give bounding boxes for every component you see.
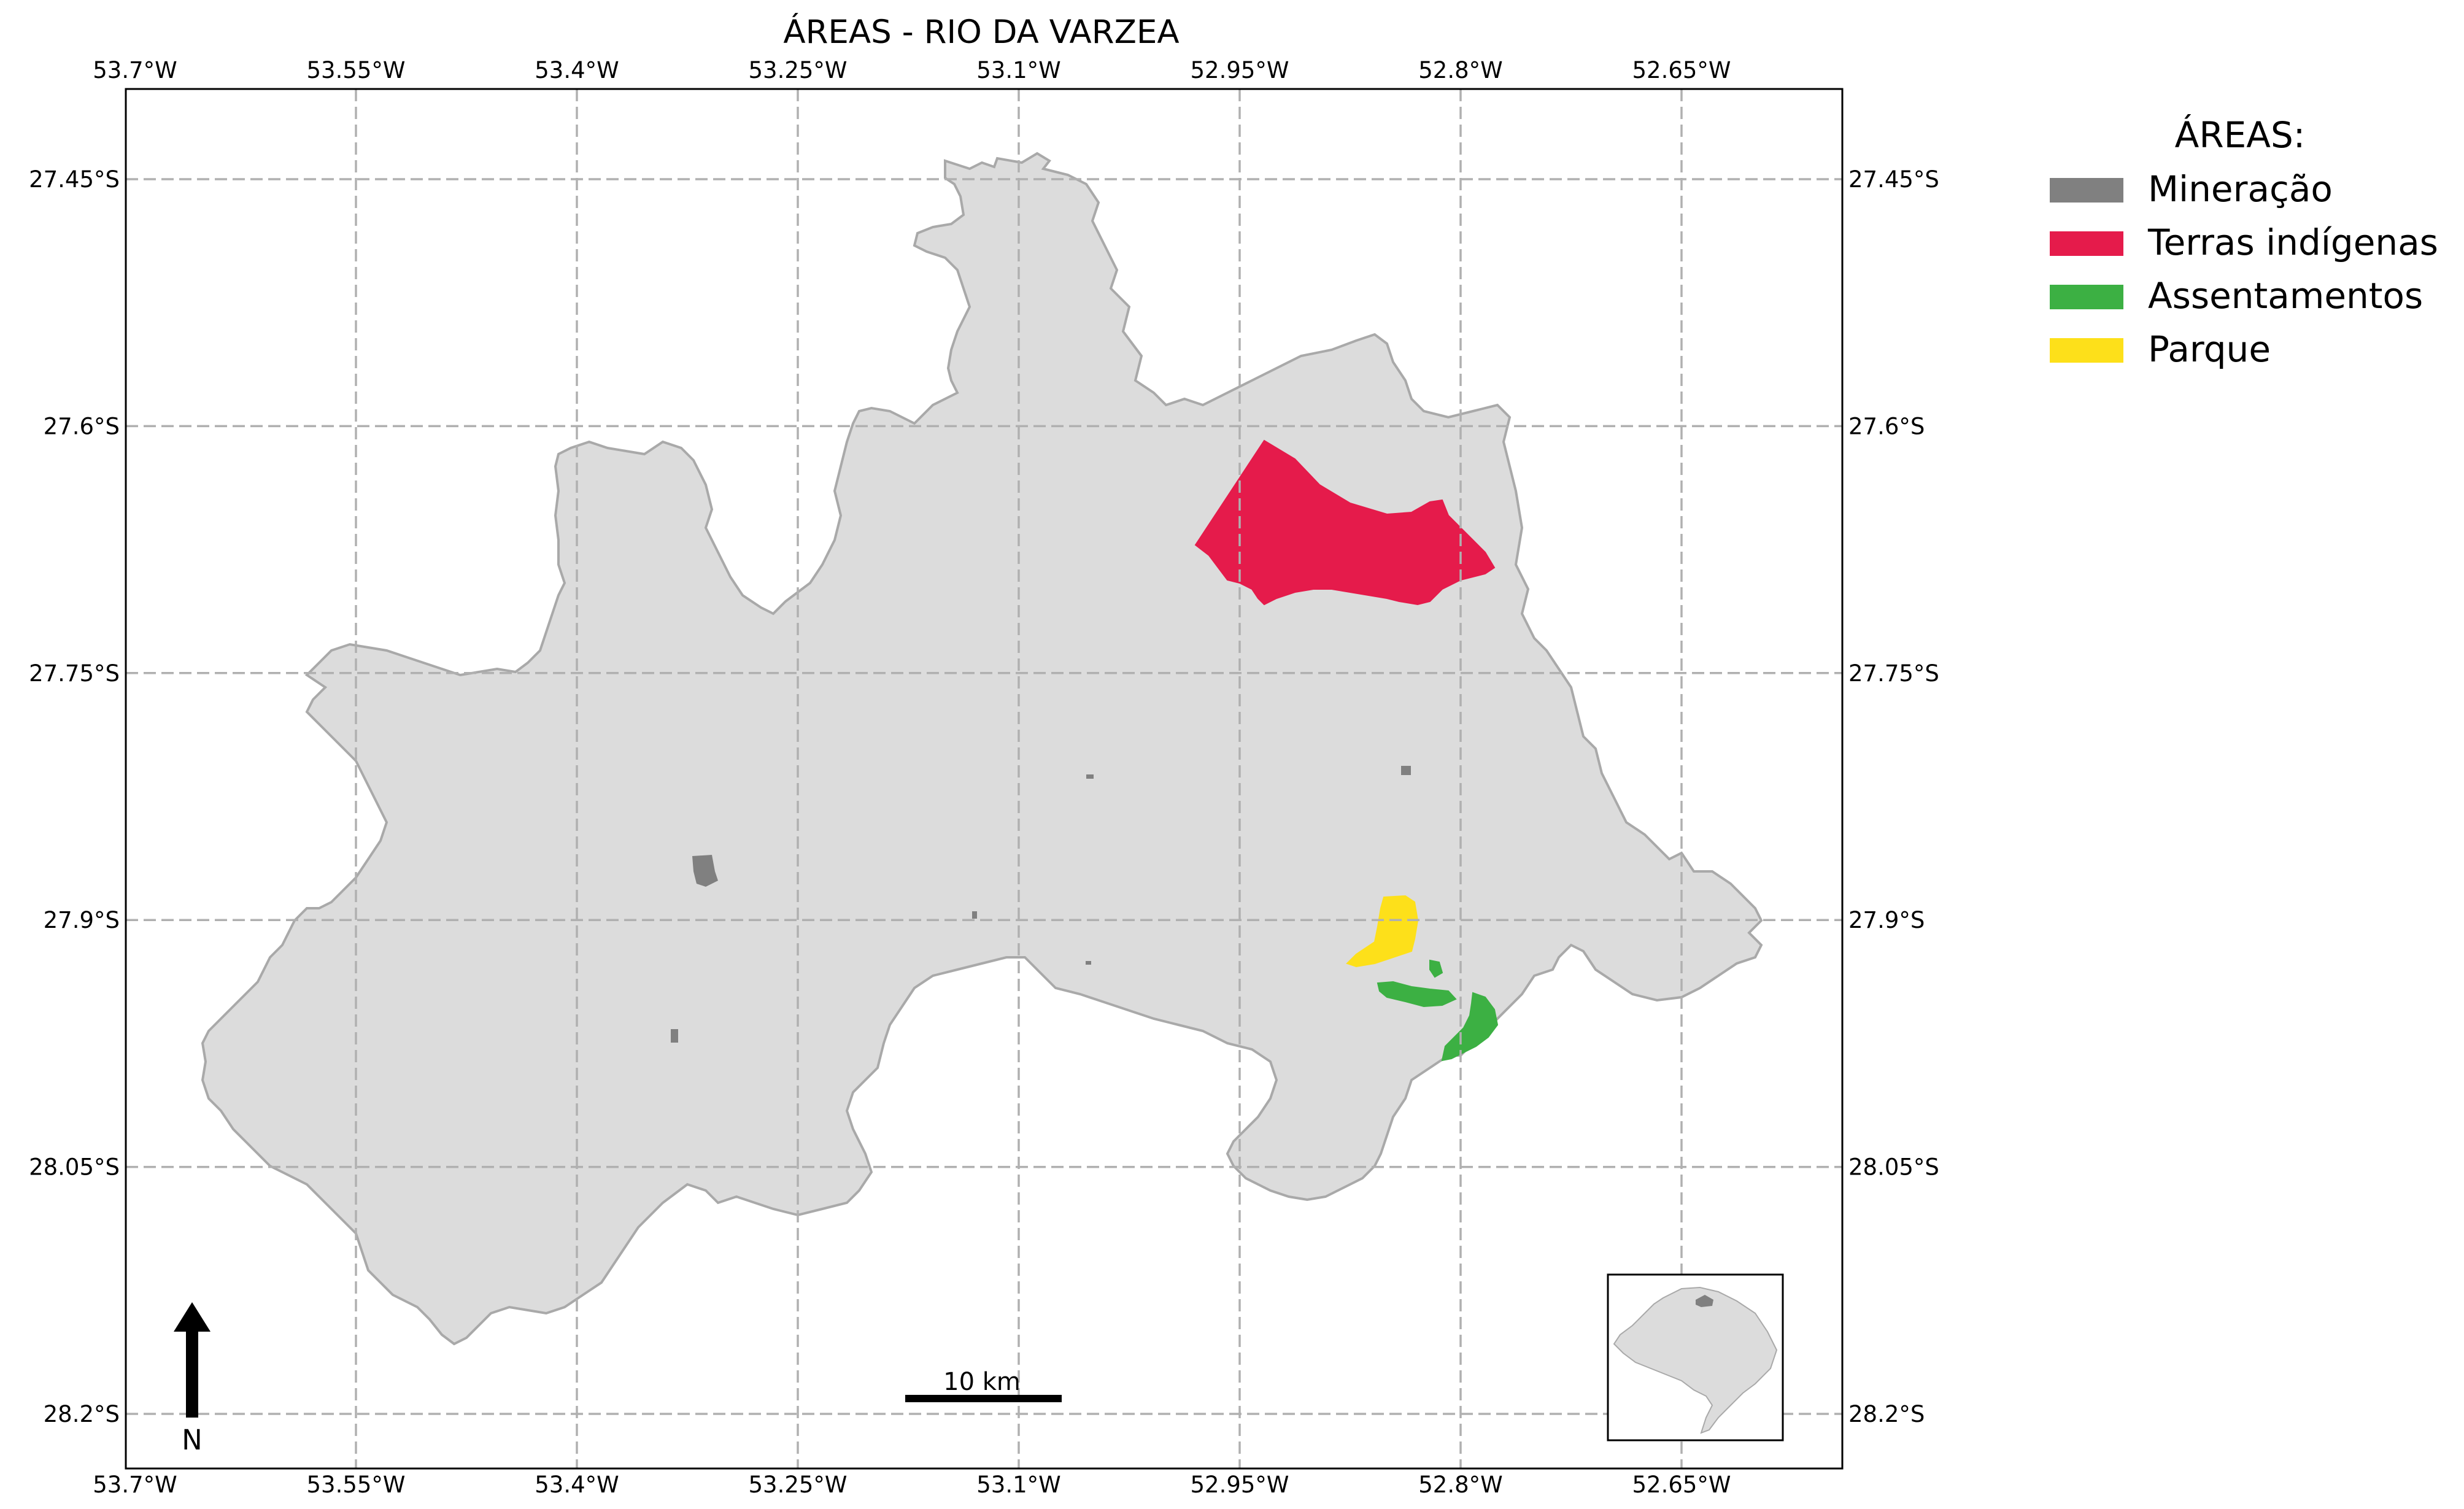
mining-area-6 <box>1086 961 1091 965</box>
longitude-tick-labels-top: 53.7°W 53.55°W 53.4°W 53.25°W 53.1°W 52.95°W 5… <box>93 57 1731 83</box>
lat-tick-label: 27.9°S <box>44 907 120 933</box>
latitude-tick-labels-right: 27.45°S 27.6°S 27.75°S 27.9°S 28.05°S 28.2°S <box>1848 166 1939 1427</box>
settlement-area-1 <box>1377 981 1457 1008</box>
legend-title: ÁREAS: <box>2175 114 2306 156</box>
lon-tick-label: 53.7°W <box>93 57 177 83</box>
inset-map <box>1607 1273 1784 1441</box>
legend-label: Terras indígenas <box>2147 222 2438 263</box>
indigenous-land-area <box>1194 439 1496 606</box>
lon-tick-label: 53.25°W <box>748 1472 847 1498</box>
lon-tick-label: 53.7°W <box>93 1472 177 1498</box>
lat-tick-label: 28.2°S <box>1848 1401 1925 1427</box>
scale-bar-line <box>905 1395 1062 1402</box>
lat-tick-label: 27.6°S <box>44 413 120 439</box>
lon-tick-label: 52.95°W <box>1190 1472 1289 1498</box>
lon-tick-label: 53.4°W <box>535 1472 619 1498</box>
legend-swatch <box>2050 285 2123 309</box>
settlement-area-3 <box>1441 992 1499 1062</box>
north-arrow: N <box>174 1302 210 1456</box>
lat-tick-label: 27.75°S <box>29 660 120 687</box>
mining-area-2 <box>671 1029 678 1043</box>
scale-bar: 10 km <box>905 1368 1062 1402</box>
lon-tick-label: 53.1°W <box>976 57 1060 83</box>
scale-bar-label: 10 km <box>943 1368 1021 1396</box>
legend-swatch <box>2050 178 2123 203</box>
state-locator-inset-icon <box>1613 1286 1778 1434</box>
legend-label: Assentamentos <box>2148 275 2423 317</box>
lon-tick-label: 52.65°W <box>1632 57 1731 83</box>
map-gridlines <box>126 89 1842 1468</box>
lon-tick-label: 52.8°W <box>1418 57 1502 83</box>
legend-label: Parque <box>2148 328 2271 370</box>
lon-tick-label: 53.55°W <box>306 1472 405 1498</box>
legend-swatch <box>2050 338 2123 363</box>
lon-tick-label: 52.95°W <box>1190 57 1289 83</box>
map-frame <box>125 88 1844 1470</box>
legend-items: Mineração Terras indígenas Assentamentos Pa… <box>2050 168 2438 370</box>
mining-area-5 <box>972 911 977 919</box>
lon-tick-label: 53.1°W <box>976 1472 1060 1498</box>
legend: ÁREAS: Mineração Terras indígenas Assentam… <box>2050 114 2438 370</box>
lon-tick-label: 52.65°W <box>1632 1472 1731 1498</box>
lat-tick-label: 28.2°S <box>44 1401 120 1427</box>
legend-swatch <box>2050 231 2123 256</box>
river-basin-region <box>201 152 1763 1346</box>
north-arrow-icon <box>174 1302 210 1418</box>
lon-tick-label: 53.55°W <box>306 57 405 83</box>
lat-tick-label: 27.75°S <box>1848 660 1939 687</box>
legend-label: Mineração <box>2148 168 2333 210</box>
lon-tick-label: 53.4°W <box>535 57 619 83</box>
lon-tick-label: 53.25°W <box>748 57 847 83</box>
lat-tick-label: 27.45°S <box>1848 166 1939 193</box>
lat-tick-label: 27.45°S <box>29 166 120 193</box>
mining-area-4 <box>1086 774 1094 779</box>
lat-tick-label: 27.9°S <box>1848 907 1925 933</box>
lon-tick-label: 52.8°W <box>1418 1472 1502 1498</box>
study-area-inset-marker <box>1696 1295 1713 1307</box>
mining-area-3 <box>1401 766 1411 775</box>
settlement-area-2 <box>1429 959 1443 978</box>
lat-tick-label: 27.6°S <box>1848 413 1925 439</box>
latitude-tick-labels-left: 27.45°S 27.6°S 27.75°S 27.9°S 28.05°S 28.2°S <box>29 166 120 1427</box>
lat-tick-label: 28.05°S <box>29 1154 120 1181</box>
longitude-tick-labels-bottom: 53.7°W 53.55°W 53.4°W 53.25°W 53.1°W 52.95°W 5… <box>93 1472 1731 1498</box>
lat-tick-label: 28.05°S <box>1848 1154 1939 1181</box>
park-area <box>1346 895 1419 968</box>
north-label: N <box>182 1424 203 1456</box>
mining-area-1 <box>692 855 718 887</box>
map-title: ÁREAS - RIO DA VARZEA <box>783 12 1179 51</box>
